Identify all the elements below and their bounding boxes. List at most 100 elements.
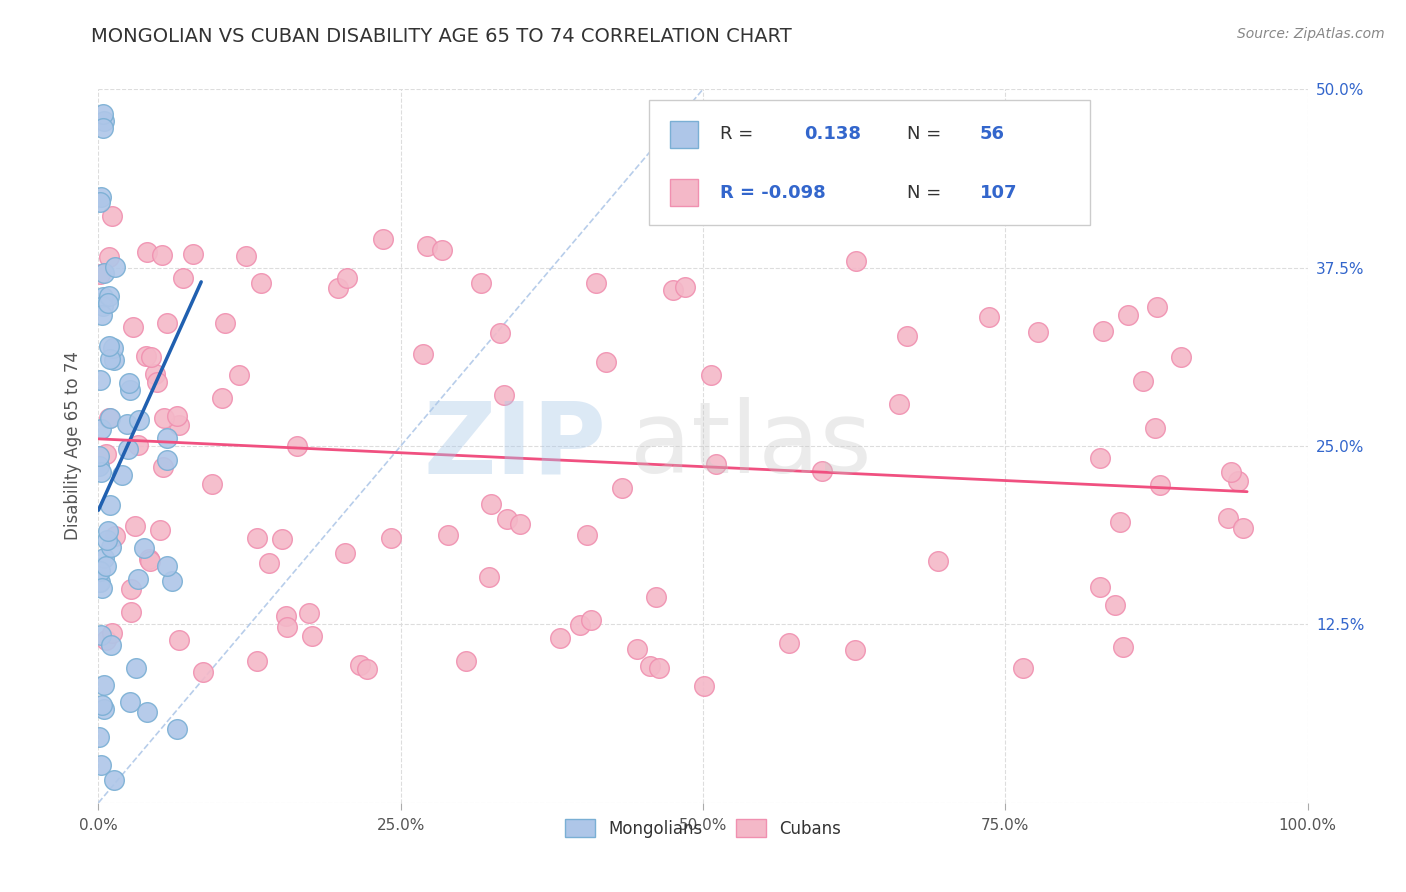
Point <box>90 466 112 480</box>
Point <box>135 244 157 259</box>
Point <box>335 545 357 559</box>
Point <box>118 376 141 391</box>
Point <box>100 540 122 554</box>
Point <box>104 260 127 274</box>
Point <box>1104 598 1126 612</box>
Point <box>412 347 434 361</box>
Point <box>167 633 190 648</box>
Point <box>1219 466 1241 480</box>
Point <box>595 355 617 369</box>
Point <box>89 267 111 281</box>
Text: 107: 107 <box>980 184 1017 202</box>
Point <box>662 283 685 297</box>
Point <box>626 642 648 657</box>
Point <box>160 574 183 589</box>
Point <box>90 309 112 323</box>
Point <box>87 449 110 463</box>
Point <box>115 417 138 432</box>
Text: 56: 56 <box>980 125 1005 143</box>
Point <box>479 497 502 511</box>
Point <box>97 339 120 353</box>
Point <box>166 409 188 423</box>
Point <box>152 459 174 474</box>
Point <box>1111 640 1133 654</box>
Legend: Mongolians, Cubans: Mongolians, Cubans <box>558 813 848 845</box>
Point <box>156 453 179 467</box>
Point <box>228 368 250 382</box>
Point <box>285 440 308 454</box>
Point <box>93 114 115 128</box>
Point <box>257 556 280 570</box>
Point <box>150 248 173 262</box>
Point <box>298 607 321 621</box>
Point <box>97 410 120 425</box>
Point <box>97 296 120 310</box>
Point <box>1226 474 1249 488</box>
Point <box>896 329 918 343</box>
Point <box>1216 511 1239 525</box>
Point <box>146 375 169 389</box>
Point <box>111 467 134 482</box>
Text: MONGOLIAN VS CUBAN DISABILITY AGE 65 TO 74 CORRELATION CHART: MONGOLIAN VS CUBAN DISABILITY AGE 65 TO … <box>91 27 792 45</box>
Point <box>1012 661 1035 675</box>
Point <box>568 617 591 632</box>
Point <box>844 642 866 657</box>
Point <box>87 458 110 473</box>
Point <box>977 310 1000 324</box>
Text: Source: ZipAtlas.com: Source: ZipAtlas.com <box>1237 27 1385 41</box>
Point <box>156 432 179 446</box>
Point <box>927 554 949 568</box>
Point <box>576 528 599 542</box>
Point <box>456 655 478 669</box>
Point <box>90 190 112 204</box>
Point <box>349 657 371 672</box>
Point <box>811 464 834 478</box>
Point <box>132 541 155 556</box>
Point <box>155 316 177 330</box>
Point <box>93 678 115 692</box>
Point <box>93 267 115 281</box>
Point <box>245 531 267 545</box>
Point <box>156 559 179 574</box>
Point <box>692 679 714 693</box>
Point <box>97 524 120 539</box>
Point <box>93 550 115 565</box>
Point <box>581 613 603 627</box>
Text: N =: N = <box>907 125 942 143</box>
Text: R =: R = <box>720 125 754 143</box>
Point <box>90 422 112 436</box>
Point <box>89 373 111 387</box>
Point <box>1116 308 1139 322</box>
Point <box>673 280 696 294</box>
Point <box>1143 420 1166 434</box>
Point <box>103 353 125 368</box>
Point <box>120 605 142 619</box>
Point <box>143 367 166 381</box>
Point <box>492 387 515 401</box>
Point <box>437 527 460 541</box>
Point <box>1109 515 1132 529</box>
Point <box>1090 450 1112 465</box>
Point <box>91 107 114 121</box>
Point <box>127 572 149 586</box>
Point <box>139 554 162 568</box>
Text: R = -0.098: R = -0.098 <box>720 184 825 202</box>
Point <box>101 209 124 223</box>
Point <box>509 516 531 531</box>
Point <box>96 633 118 648</box>
Point <box>128 412 150 426</box>
Text: 0.138: 0.138 <box>804 125 862 143</box>
Point <box>103 772 125 787</box>
Point <box>98 289 121 303</box>
Point <box>301 629 323 643</box>
Point <box>149 523 172 537</box>
Point <box>845 253 868 268</box>
Point <box>87 730 110 744</box>
Y-axis label: Disability Age 65 to 74: Disability Age 65 to 74 <box>65 351 83 541</box>
Point <box>100 351 122 366</box>
FancyBboxPatch shape <box>648 100 1090 225</box>
Point <box>496 512 519 526</box>
Point <box>1132 375 1154 389</box>
Point <box>172 270 194 285</box>
Point <box>104 529 127 543</box>
